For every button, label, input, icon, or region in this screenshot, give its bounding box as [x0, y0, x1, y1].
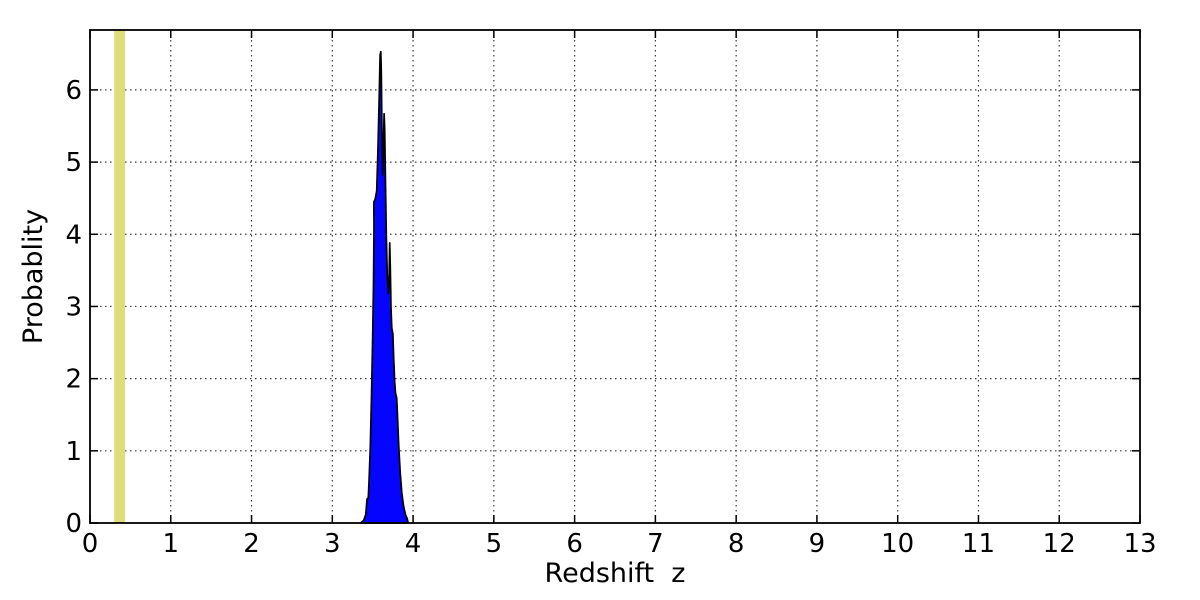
- x-tick-label-12: 12: [1043, 529, 1076, 559]
- y-tick-label-2: 2: [65, 365, 82, 395]
- gridlines: [90, 30, 1140, 523]
- y-axis-label: Probablity: [18, 209, 49, 344]
- x-tick-label-0: 0: [82, 529, 99, 559]
- x-tick-label-7: 7: [647, 529, 664, 559]
- x-tick-label-6: 6: [566, 529, 583, 559]
- x-tick-label-1: 1: [162, 529, 179, 559]
- axes-frame: [89, 29, 1141, 524]
- y-tick-label-5: 5: [65, 148, 82, 178]
- x-tick-label-4: 4: [405, 529, 422, 559]
- y-tick-label-3: 3: [65, 292, 82, 322]
- x-tick-label-9: 9: [809, 529, 826, 559]
- probability-area-layer: [359, 50, 410, 524]
- x-tick-label-2: 2: [243, 529, 260, 559]
- reference-band-layer: [114, 30, 126, 523]
- y-tick-label-6: 6: [65, 76, 82, 106]
- x-axis-label: Redshift z: [545, 558, 686, 589]
- y-tick-labels: 0 1 2 3 4 5 6: [65, 76, 82, 539]
- probability-density-area: [359, 50, 410, 524]
- x-tick-label-8: 8: [728, 529, 745, 559]
- x-tick-label-10: 10: [881, 529, 914, 559]
- tick-marks: [89, 30, 1141, 524]
- y-tick-label-0: 0: [65, 509, 82, 539]
- x-tick-labels: 0 1 2 3 4 5 6 7 8 9 10 11 12 13: [82, 529, 1157, 559]
- x-tick-label-5: 5: [486, 529, 503, 559]
- reference-redshift-band: [114, 30, 126, 523]
- y-tick-label-1: 1: [65, 437, 82, 467]
- x-tick-label-3: 3: [324, 529, 341, 559]
- y-tick-label-4: 4: [65, 220, 82, 250]
- x-tick-label-11: 11: [962, 529, 995, 559]
- x-tick-label-13: 13: [1123, 529, 1156, 559]
- plot-border: [89, 29, 1141, 524]
